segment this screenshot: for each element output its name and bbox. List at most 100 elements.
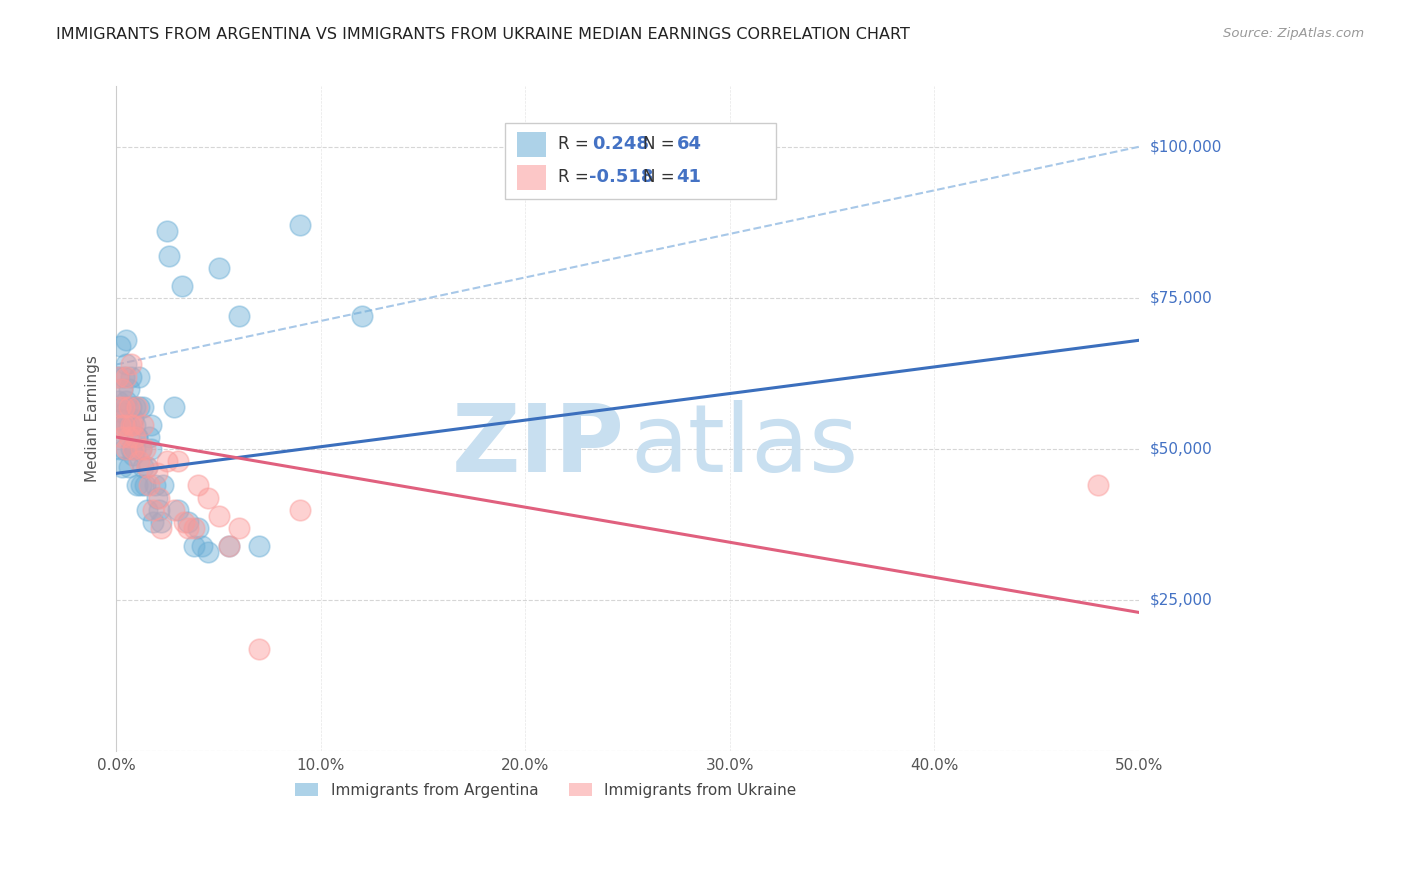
Point xyxy=(114,406,136,420)
Text: IMMIGRANTS FROM ARGENTINA VS IMMIGRANTS FROM UKRAINE MEDIAN EARNINGS CORRELATION: IMMIGRANTS FROM ARGENTINA VS IMMIGRANTS … xyxy=(56,27,910,42)
Point xyxy=(129,442,152,457)
Point xyxy=(115,442,138,457)
Point xyxy=(114,442,136,457)
Point xyxy=(114,369,136,384)
Point xyxy=(115,393,138,408)
Text: N =: N = xyxy=(643,169,679,186)
Point xyxy=(177,515,200,529)
Point xyxy=(121,417,143,432)
Point xyxy=(111,460,134,475)
Text: Source: ZipAtlas.com: Source: ZipAtlas.com xyxy=(1223,27,1364,40)
Point xyxy=(136,460,159,475)
Point xyxy=(139,417,162,432)
Text: 0.248: 0.248 xyxy=(592,136,648,153)
Point xyxy=(115,358,138,372)
Text: 64: 64 xyxy=(676,136,702,153)
Point xyxy=(136,502,159,516)
Point xyxy=(156,454,179,468)
Point xyxy=(148,491,170,505)
Point xyxy=(218,539,240,553)
Point xyxy=(120,417,142,432)
Point xyxy=(187,478,209,492)
Text: N =: N = xyxy=(643,136,679,153)
Point xyxy=(173,515,195,529)
Point xyxy=(110,417,132,432)
Point xyxy=(111,382,134,396)
Point xyxy=(170,279,193,293)
Point xyxy=(183,521,205,535)
Point xyxy=(115,369,138,384)
Point xyxy=(187,521,209,535)
Text: $50,000: $50,000 xyxy=(1150,442,1212,457)
Point xyxy=(124,442,146,457)
Point xyxy=(207,260,229,275)
Point xyxy=(117,430,139,444)
Point xyxy=(143,478,166,492)
Point xyxy=(110,442,132,457)
Point xyxy=(142,515,165,529)
Point xyxy=(132,417,155,432)
Point xyxy=(121,448,143,462)
Point xyxy=(111,430,134,444)
Text: atlas: atlas xyxy=(631,400,859,491)
Point xyxy=(197,491,219,505)
Point xyxy=(142,502,165,516)
Point xyxy=(129,478,152,492)
Point xyxy=(228,309,250,323)
Point xyxy=(138,478,160,492)
Point xyxy=(166,454,188,468)
Point xyxy=(117,417,139,432)
Point xyxy=(249,641,271,656)
Y-axis label: Median Earnings: Median Earnings xyxy=(86,356,100,483)
Text: ZIP: ZIP xyxy=(451,400,624,491)
Point xyxy=(124,417,146,432)
Text: 41: 41 xyxy=(676,169,702,186)
Point xyxy=(177,521,200,535)
Bar xyxy=(517,132,546,157)
Point xyxy=(207,508,229,523)
Point xyxy=(290,219,312,233)
Point xyxy=(166,502,188,516)
Point xyxy=(128,369,150,384)
Point xyxy=(117,400,139,414)
Point xyxy=(107,369,129,384)
Point xyxy=(114,400,136,414)
FancyBboxPatch shape xyxy=(505,123,776,200)
Point xyxy=(128,454,150,468)
Point xyxy=(162,400,184,414)
Point xyxy=(228,521,250,535)
Point xyxy=(120,442,142,457)
Point xyxy=(111,417,134,432)
Point xyxy=(129,442,152,457)
Point xyxy=(121,412,143,426)
Point xyxy=(120,369,142,384)
Point xyxy=(128,400,150,414)
Point xyxy=(120,400,142,414)
Point xyxy=(125,430,148,444)
Point xyxy=(124,400,146,414)
Point xyxy=(110,412,132,426)
Point xyxy=(134,478,156,492)
Point xyxy=(1087,478,1109,492)
Text: -0.518: -0.518 xyxy=(589,169,654,186)
Point xyxy=(162,502,184,516)
Point xyxy=(183,539,205,553)
Point xyxy=(132,460,155,475)
Point xyxy=(110,400,132,414)
Point xyxy=(107,393,129,408)
Point xyxy=(114,417,136,432)
Point xyxy=(124,430,146,444)
Point xyxy=(152,478,174,492)
Point xyxy=(107,369,129,384)
Point xyxy=(125,478,148,492)
Point xyxy=(139,442,162,457)
Point xyxy=(121,442,143,457)
Point xyxy=(150,521,173,535)
Point xyxy=(134,442,156,457)
Text: $25,000: $25,000 xyxy=(1150,593,1212,607)
Point xyxy=(156,224,179,238)
Point xyxy=(120,358,142,372)
Text: $100,000: $100,000 xyxy=(1150,139,1222,154)
Point xyxy=(146,467,169,481)
Point xyxy=(249,539,271,553)
